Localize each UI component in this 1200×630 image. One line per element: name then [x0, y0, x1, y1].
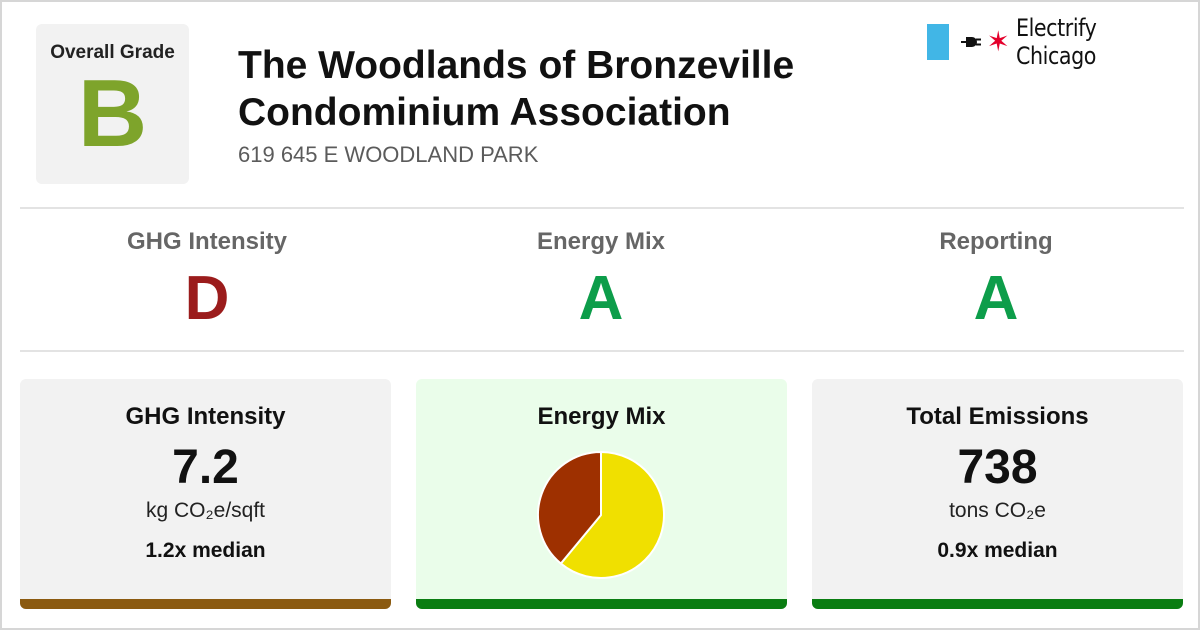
subgrade-reporting: Reporting A [846, 228, 1146, 332]
energy-mix-pie-chart [537, 451, 665, 579]
building-name: The Woodlands of Bronzeville Condominium… [238, 44, 795, 134]
brand-name: Electrify Chicago [1016, 14, 1097, 70]
subgrade-label: Reporting [939, 228, 1053, 255]
card-accent-bar [20, 599, 391, 609]
subgrade-label: Energy Mix [536, 228, 666, 255]
electrify-chicago-logo[interactable]: ✶ Electrify Chicago [926, 14, 1176, 70]
energy-mix-card: Energy Mix [416, 379, 787, 609]
plug-icon [960, 37, 981, 47]
card-title: GHG Intensity [125, 403, 286, 430]
ghg-intensity-card: GHG Intensity 7.2 kg CO₂e/sqft 1.2x medi… [20, 379, 391, 609]
overall-grade-label: Overall Grade [50, 42, 175, 63]
card-unit: tons CO₂e [949, 499, 1046, 522]
card-accent-bar [416, 599, 787, 609]
divider [20, 350, 1184, 352]
subgrade-letter: A [578, 264, 624, 333]
card-value: 738 [957, 441, 1038, 494]
chicago-flag-stripe-icon [926, 24, 949, 60]
subgrade-label: GHG Intensity [126, 228, 288, 255]
card-value: 7.2 [172, 441, 239, 494]
subgrade-ghg: GHG Intensity D [57, 228, 357, 332]
subgrade-row: GHG Intensity D Energy Mix A Reporting A [2, 212, 1198, 350]
card-accent-bar [812, 599, 1183, 609]
card-unit: kg CO₂e/sqft [145, 499, 266, 522]
card-title: Energy Mix [537, 403, 666, 430]
card-median: 0.9x median [937, 539, 1058, 562]
card-title: Total Emissions [906, 403, 1089, 430]
subgrade-letter: D [184, 264, 230, 333]
total-emissions-card: Total Emissions 738 tons CO₂e 0.9x media… [812, 379, 1183, 609]
card-median: 1.2x median [145, 539, 266, 562]
subgrade-letter: A [973, 264, 1019, 333]
overall-grade-box: Overall Grade B [36, 24, 189, 184]
chicago-star-icon: ✶ [986, 26, 1010, 57]
overall-grade-letter: B [77, 60, 148, 167]
building-address: 619 645 E WOODLAND PARK [238, 142, 539, 167]
pie-slice-1 [537, 451, 602, 565]
pie-slice-0 [559, 451, 665, 579]
divider [20, 207, 1184, 209]
subgrade-energy-mix: Energy Mix A [451, 228, 751, 332]
